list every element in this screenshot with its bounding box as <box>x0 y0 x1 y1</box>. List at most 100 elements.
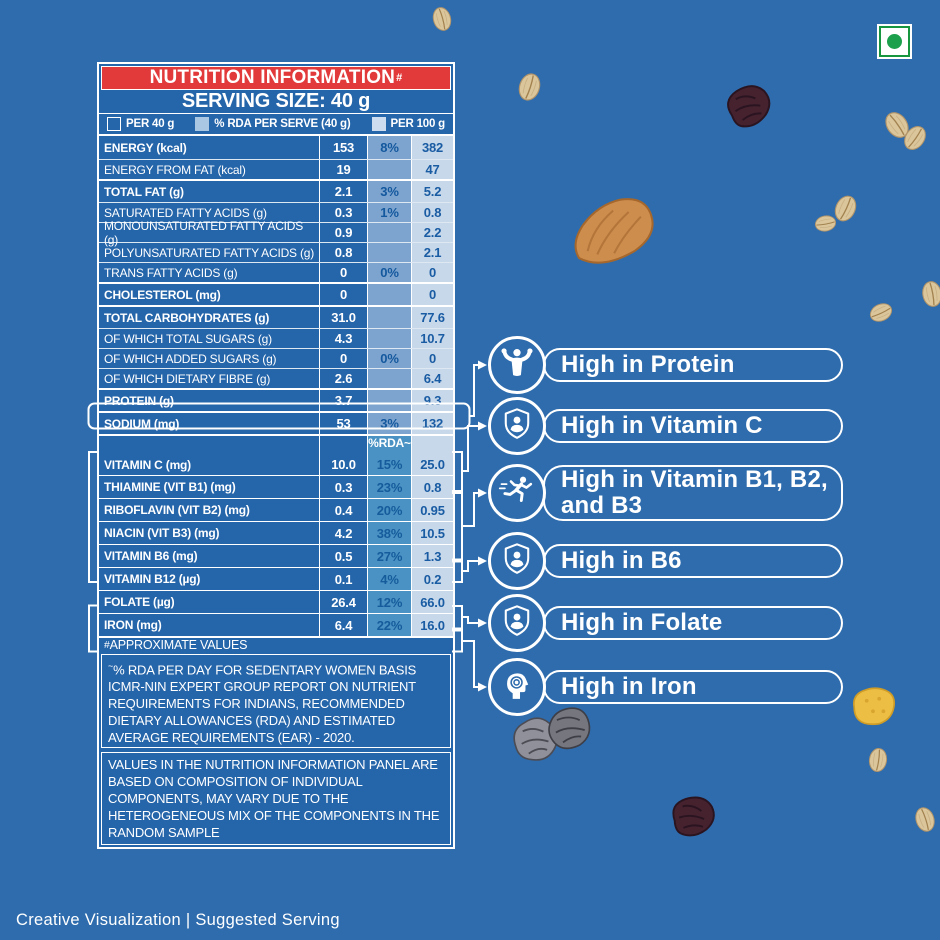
protein-connector <box>469 364 479 417</box>
b1-b2-b3-connector <box>462 492 479 527</box>
legend-item-rda: % RDA PER SERVE (40 g) <box>195 117 351 132</box>
cell-rda-percent: 38% <box>368 522 412 544</box>
head-gear-icon <box>498 666 536 709</box>
oat-grain <box>429 4 455 34</box>
cell-rda-percent: 3% <box>368 181 412 202</box>
callout-label: High in Vitamin B1, B2, and B3 <box>561 466 828 519</box>
muscle-icon <box>498 344 536 387</box>
row-label: VITAMIN C (mg) <box>99 436 320 475</box>
cell-rda-percent: 4% <box>368 568 412 590</box>
oat-grain <box>829 190 862 226</box>
footer-caption: Creative Visualization | Suggested Servi… <box>16 911 340 929</box>
cell-per-100g: 77.6 <box>412 307 453 328</box>
shield-person-icon <box>498 602 536 645</box>
table-row: OF WHICH ADDED SUGARS (g) 0 0% 0 <box>99 348 453 368</box>
callout-circle-3 <box>488 464 546 522</box>
cell-per-40g: 0.8 <box>320 243 368 262</box>
callout-circle-4 <box>488 532 546 590</box>
legend: PER 40 g % RDA PER SERVE (40 g) PER 100 … <box>99 114 453 136</box>
table-row: VITAMIN B6 (mg) 0.5 27% 1.3 <box>99 544 453 567</box>
cell-per-40g: 3.7 <box>320 390 368 411</box>
cell-rda-percent <box>368 243 412 262</box>
cell-per-40g: 0.1 <box>320 568 368 590</box>
cell-per-40g: 153 <box>320 136 368 159</box>
shield-person-icon <box>498 405 536 448</box>
shield-person-icon <box>498 540 536 583</box>
table-row: FOLATE (µg) 26.4 12% 66.0 <box>99 590 453 613</box>
runner-icon <box>498 472 536 515</box>
rda-value: 15% <box>376 457 403 472</box>
table-row: ENERGY FROM FAT (kcal) 19 47 <box>99 159 453 179</box>
cell-per-100g: 10.5 <box>412 522 453 544</box>
cell-per-40g: 26.4 <box>320 591 368 613</box>
table-row: CHOLESTEROL (mg) 0 0 <box>99 282 453 305</box>
cell-rda-percent: 23% <box>368 476 412 498</box>
oat-grain <box>918 278 940 310</box>
vitamin-c-connector <box>462 425 479 472</box>
cell-per-100g: 2.2 <box>412 223 453 242</box>
cell-per-100g: 10.7 <box>412 329 453 348</box>
footnote-values: VALUES IN THE NUTRITION INFORMATION PANE… <box>101 752 451 845</box>
callout-pill: High in B6 <box>543 544 843 578</box>
cell-rda-percent <box>368 223 412 242</box>
row-label: TRANS FATTY ACIDS (g) <box>99 263 320 282</box>
cell-per-40g: 0.3 <box>320 203 368 222</box>
cell-rda-percent: 22% <box>368 614 412 636</box>
row-label: ENERGY (kcal) <box>99 136 320 159</box>
panel-title-text: NUTRITION INFORMATION <box>149 67 396 88</box>
raisin <box>717 78 778 132</box>
table-row: SATURATED FATTY ACIDS (g) 0.3 1% 0.8 <box>99 202 453 222</box>
row-label: NIACIN (VIT B3) (mg) <box>99 522 320 544</box>
oat-grain <box>866 745 890 776</box>
row-label: POLYUNSATURATED FATTY ACIDS (g) <box>99 243 320 262</box>
cell-per-40g: 2.1 <box>320 181 368 202</box>
table-row: VITAMIN C (mg) 10.0 %RDA~ 15% 25.0 <box>99 434 453 475</box>
almond <box>558 184 668 276</box>
cell-rda-percent <box>368 369 412 388</box>
approximate-values-note: # APPROXIMATE VALUES <box>99 636 453 652</box>
cell-per-100g: 0.8 <box>412 476 453 498</box>
oat-grain <box>863 294 898 332</box>
table-row: VITAMIN B12 (µg) 0.1 4% 0.2 <box>99 567 453 590</box>
legend-item-per100: PER 100 g <box>371 117 445 132</box>
nutrition-table: ENERGY (kcal) 153 8% 382 ENERGY FROM FAT (kc… <box>99 136 453 636</box>
cell-per-40g: 0 <box>320 349 368 368</box>
footnote-rda: ~% RDA PER DAY FOR SEDENTARY WOMEN BASIS… <box>101 654 451 748</box>
table-row: TRANS FATTY ACIDS (g) 0 0% 0 <box>99 262 453 282</box>
row-label: SATURATED FATTY ACIDS (g) <box>99 203 320 222</box>
cornflake <box>850 686 898 726</box>
grey-raisins <box>505 698 598 771</box>
table-row: POLYUNSATURATED FATTY ACIDS (g) 0.8 2.1 <box>99 242 453 262</box>
row-label: FOLATE (µg) <box>99 591 320 613</box>
cell-per-40g: 2.6 <box>320 369 368 388</box>
oat-grain <box>513 69 546 105</box>
cell-rda-percent: 0% <box>368 263 412 282</box>
cell-per-40g: 0.4 <box>320 499 368 521</box>
callout-circle-1 <box>488 336 546 394</box>
legend-swatch-rda <box>195 117 210 132</box>
callout-circle-2 <box>488 397 546 455</box>
row-label: IRON (mg) <box>99 614 320 636</box>
legend-swatch-per40 <box>107 117 121 132</box>
folate-connector <box>462 616 479 624</box>
b6-connector <box>462 560 479 572</box>
cell-per-40g: 0 <box>320 263 368 282</box>
callout-circle-6 <box>488 658 546 716</box>
callout-pill: High in Protein <box>543 348 843 382</box>
row-label: CHOLESTEROL (mg) <box>99 284 320 305</box>
row-label: SODIUM (mg) <box>99 413 320 434</box>
cell-per-100g: 16.0 <box>412 614 453 636</box>
cell-per-100g: 1.3 <box>412 545 453 567</box>
cell-per-40g: 0.9 <box>320 223 368 242</box>
cell-per-100g: 0 <box>412 284 453 305</box>
cell-per-100g: 0.8 <box>412 203 453 222</box>
table-row: OF WHICH DIETARY FIBRE (g) 2.6 6.4 <box>99 368 453 388</box>
cell-per-40g: 0.5 <box>320 545 368 567</box>
cell-per-40g: 0.3 <box>320 476 368 498</box>
iron-connector <box>462 640 479 688</box>
cell-per-100g: 5.2 <box>412 181 453 202</box>
cell-per-100g: 132 <box>412 413 453 434</box>
table-row: RIBOFLAVIN (VIT B2) (mg) 0.4 20% 0.95 <box>99 498 453 521</box>
cell-rda-percent <box>368 160 412 179</box>
